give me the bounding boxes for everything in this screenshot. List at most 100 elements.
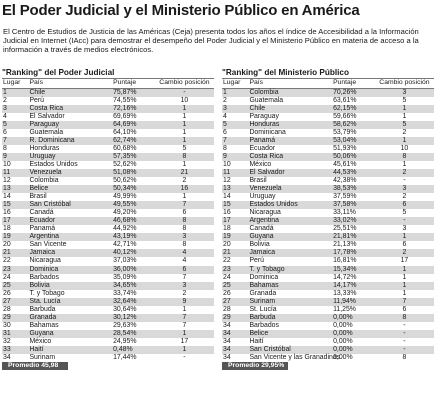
- table-row: 34 Belice 0,00% -: [222, 329, 434, 338]
- cell-pais: St. Lucía: [248, 305, 333, 314]
- table-row: 9 Costa Rica 50,06% 8: [222, 152, 434, 161]
- cell-cambio: 4: [154, 257, 214, 266]
- col-cambio: Cambio posición: [374, 78, 434, 89]
- cell-puntaje: 59,66%: [332, 112, 375, 121]
- cell-puntaje: 0,00%: [332, 329, 375, 338]
- cell-puntaje: 60,68%: [112, 144, 155, 153]
- cell-lugar: 22: [2, 257, 29, 266]
- cell-puntaje: 17,44%: [112, 354, 155, 363]
- article-title: El Poder Judicial y el Ministerio Públic…: [2, 2, 360, 19]
- cell-cambio: 3: [154, 281, 214, 290]
- cell-puntaje: 74,55%: [112, 96, 155, 105]
- cell-cambio: 8: [154, 225, 214, 234]
- cell-cambio: 17: [374, 257, 434, 266]
- table-row: 30 Bahamas 29,63% 7: [2, 321, 214, 330]
- cell-pais: Surinam: [248, 297, 333, 306]
- table-row: 15 San Cristóbal 49,55% 7: [2, 201, 214, 210]
- cell-pais: Dominica: [248, 273, 333, 282]
- cell-lugar: 16: [2, 209, 29, 218]
- cell-cambio: 1: [154, 160, 214, 169]
- cell-cambio: 1: [374, 136, 434, 145]
- cell-pais: San Vicente y las Granadinas: [248, 354, 341, 363]
- cell-cambio: 1: [154, 193, 214, 202]
- cell-pais: Panamá: [28, 225, 113, 234]
- cell-pais: Costa Rica: [248, 152, 333, 161]
- cell-lugar: 23: [222, 265, 249, 274]
- cell-cambio: 1: [154, 329, 214, 338]
- cell-lugar: 24: [222, 273, 249, 282]
- cell-lugar: 24: [2, 273, 29, 282]
- cell-pais: Bahamas: [28, 321, 113, 330]
- cell-puntaje: 13,33%: [332, 289, 375, 298]
- cell-cambio: 2: [374, 193, 434, 202]
- cell-pais: T. y Tobago: [28, 289, 113, 298]
- cell-cambio: 5: [374, 209, 434, 218]
- cell-pais: Brasil: [28, 193, 113, 202]
- cell-cambio: 7: [154, 313, 214, 322]
- cell-puntaje: 53,79%: [332, 128, 375, 137]
- cell-lugar: 29: [2, 313, 29, 322]
- table-row: 24 Barbados 35,09% 7: [2, 273, 214, 282]
- cell-cambio: -: [374, 217, 434, 226]
- cell-pais: San Vicente: [28, 241, 113, 250]
- cell-puntaje: 53,04%: [332, 136, 375, 145]
- cell-pais: San Cristóbal: [28, 201, 113, 210]
- cell-pais: Barbuda: [28, 305, 113, 314]
- cell-cambio: 6: [374, 241, 434, 250]
- cell-pais: Estados Unidos: [28, 160, 113, 169]
- cell-lugar: 1: [222, 88, 249, 97]
- table-row: 13 Venezuela 38,53% 3: [222, 185, 434, 194]
- cell-pais: T. y Tobago: [248, 265, 333, 274]
- cell-puntaje: 0,00%: [332, 337, 375, 346]
- cell-lugar: 18: [2, 225, 29, 234]
- table-row: 3 Costa Rica 72,16% 1: [2, 104, 214, 113]
- cell-pais: Costa Rica: [28, 104, 113, 113]
- table-row: 23 T. y Tobago 15,34% 1: [222, 265, 434, 274]
- cell-cambio: -: [374, 346, 434, 355]
- cell-pais: Argentina: [28, 233, 113, 242]
- cell-lugar: 28: [2, 305, 29, 314]
- table-row: 32 México 24,95% 17: [2, 337, 214, 346]
- col-pais: País: [28, 78, 113, 89]
- cell-pais: Jamaica: [248, 249, 333, 258]
- cell-lugar: 19: [222, 233, 249, 242]
- cell-pais: San Cristóbal: [248, 346, 333, 355]
- cell-pais: Guyana: [28, 329, 113, 338]
- cell-cambio: 8: [154, 152, 214, 161]
- cell-cambio: 1: [374, 104, 434, 113]
- judicial-average: Promedio 45,98: [2, 362, 68, 371]
- cell-cambio: 1: [374, 233, 434, 242]
- cell-pais: Brasil: [248, 177, 333, 186]
- cell-cambio: 8: [374, 152, 434, 161]
- cell-cambio: 1: [374, 265, 434, 274]
- cell-lugar: 34: [222, 337, 249, 346]
- cell-puntaje: 50,34%: [112, 185, 155, 194]
- cell-pais: Estados Unidos: [248, 201, 333, 210]
- cell-lugar: 34: [222, 346, 249, 355]
- cell-puntaje: 50,06%: [332, 152, 375, 161]
- cell-pais: Paraguay: [248, 112, 333, 121]
- cell-lugar: 4: [2, 112, 29, 121]
- cell-cambio: 7: [374, 297, 434, 306]
- col-puntaje: Puntaje: [332, 78, 375, 89]
- cell-puntaje: 14,72%: [332, 273, 375, 282]
- table-row: 8 Ecuador 51,93% 10: [222, 144, 434, 153]
- table-row: 12 Colombia 50,62% 2: [2, 177, 214, 186]
- ministerio-heading: "Ranking" del Ministerio Público: [222, 68, 349, 77]
- cell-puntaje: 52,62%: [112, 160, 155, 169]
- cell-pais: Bahamas: [248, 281, 333, 290]
- cell-cambio: 1: [374, 112, 434, 121]
- cell-pais: Barbados: [28, 273, 113, 282]
- cell-cambio: 7: [154, 201, 214, 210]
- cell-pais: Barbados: [248, 321, 333, 330]
- cell-puntaje: 69,69%: [112, 112, 155, 121]
- table-row: 1 Colombia 70,26% 3: [222, 88, 434, 97]
- cell-cambio: 8: [154, 241, 214, 250]
- cell-lugar: 15: [222, 201, 249, 210]
- cell-pais: Guatemala: [248, 96, 333, 105]
- judicial-table: Lugar País Puntaje Cambio posición 1 Chil…: [2, 78, 214, 363]
- cell-puntaje: 75,87%: [112, 88, 155, 97]
- cell-puntaje: 49,55%: [112, 201, 155, 210]
- cell-lugar: 34: [222, 329, 249, 338]
- cell-pais: Jamaica: [28, 249, 113, 258]
